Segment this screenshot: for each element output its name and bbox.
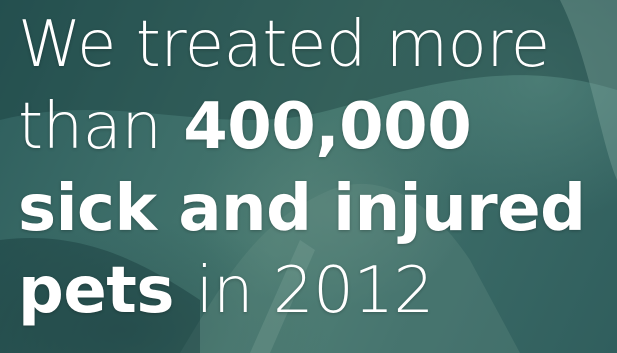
headline-word-than: than	[18, 90, 162, 164]
headline-line-4: pets in 2012	[18, 250, 585, 332]
drape-fold-shadow	[0, 0, 617, 120]
headline-line-3: sick and injured	[18, 172, 586, 246]
drape-edge-highlight	[560, 0, 617, 180]
drape-crease	[250, 240, 315, 353]
drape-fold-dark	[0, 238, 200, 353]
headline-line-1: We treated more	[18, 8, 550, 82]
drape-fold-highlight	[180, 183, 520, 353]
headline: We treated more than 400,000 sick and in…	[18, 4, 586, 332]
headline-number: 400,000	[183, 90, 472, 164]
headline-year: in 2012	[195, 254, 435, 328]
headline-line-2: than 400,000	[18, 86, 585, 168]
headline-word-pets: pets	[18, 254, 174, 328]
